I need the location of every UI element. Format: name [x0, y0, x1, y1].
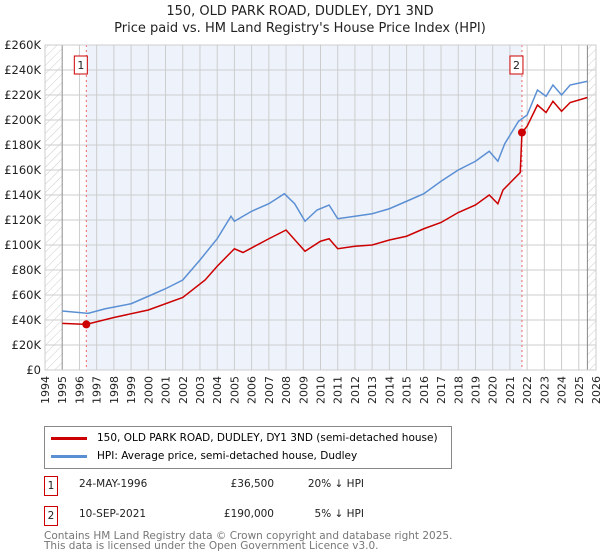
annotation-box — [509, 55, 524, 75]
marker-badge: 2 — [44, 506, 58, 526]
marker-badge: 1 — [44, 476, 58, 496]
y-tick-label: £0 — [26, 363, 41, 377]
sale-point — [517, 128, 526, 137]
x-tick-label: 2011 — [332, 376, 345, 404]
x-tick-label: 2022 — [521, 376, 534, 404]
x-tick-label: 2024 — [556, 376, 569, 404]
legend-label: HPI: Average price, semi-detached house,… — [97, 450, 358, 462]
x-tick-label: 2002 — [177, 376, 190, 404]
x-tick-label: 1995 — [56, 376, 69, 404]
y-tick-label: £220K — [4, 88, 41, 102]
annotation-label: 1 — [77, 59, 84, 72]
legend: 150, OLD PARK ROAD, DUDLEY, DY1 3ND (sem… — [44, 426, 452, 469]
hatched-region — [45, 45, 63, 370]
x-tick-label: 2001 — [160, 376, 173, 404]
annotation-box — [73, 55, 88, 75]
transaction-date: 24-MAY-1996 — [79, 478, 148, 490]
x-tick-label: 1994 — [39, 376, 52, 404]
x-tick-label: 2013 — [366, 376, 379, 404]
x-tick-label: 2004 — [211, 376, 224, 404]
x-tick-label: 2023 — [538, 376, 551, 404]
y-tick-label: £120K — [4, 213, 41, 227]
x-tick-label: 2019 — [469, 376, 482, 404]
x-tick-label: 2010 — [315, 376, 328, 404]
x-tick-label: 2020 — [487, 376, 500, 404]
x-tick-label: 2014 — [383, 376, 396, 404]
chart-title: 150, OLD PARK ROAD, DUDLEY, DY1 3ND — [166, 4, 434, 19]
x-tick-label: 1998 — [108, 376, 121, 404]
y-tick-label: £60K — [12, 288, 42, 302]
y-tick-label: £140K — [4, 188, 41, 202]
legend-item-hpi: HPI: Average price, semi-detached house,… — [51, 450, 357, 462]
transaction-hpi: 20% ↓ HPI — [307, 478, 364, 490]
x-tick-label: 2008 — [280, 376, 293, 404]
legend-item-property: 150, OLD PARK ROAD, DUDLEY, DY1 3ND (sem… — [51, 432, 438, 444]
y-tick-label: £180K — [4, 138, 41, 152]
x-tick-label: 2015 — [401, 376, 414, 404]
x-tick-label: 2000 — [142, 376, 155, 404]
transaction-price: £36,500 — [230, 478, 274, 490]
x-tick-label: 2009 — [297, 376, 310, 404]
series-line — [62, 80, 588, 315]
series-line — [62, 96, 588, 326]
x-tick-label: 1997 — [91, 376, 104, 404]
x-tick-label: 2018 — [452, 376, 465, 404]
y-tick-label: £20K — [12, 338, 42, 352]
x-tick-label: 1999 — [125, 376, 138, 404]
chart-subtitle: Price paid vs. HM Land Registry's House … — [114, 21, 486, 36]
chart-plot: 1994 1995 1996 1997 1998 1999 2000 2001 2002 2003… — [4, 38, 600, 404]
y-tick-label: £260K — [4, 38, 41, 52]
x-tick-label: 2026 — [590, 376, 600, 404]
x-tick-label: 2017 — [435, 376, 448, 404]
footer: Contains HM Land Registry data © Crown c… — [44, 530, 453, 552]
y-tick-label: £200K — [4, 113, 41, 127]
sale-point — [82, 320, 91, 329]
legend-swatch-blue — [51, 454, 87, 458]
footer-line: This data is licensed under the Open Gov… — [44, 540, 379, 552]
transaction-row: 1 24-MAY-1996 £36,500 20% ↓ HPI — [44, 476, 444, 496]
y-tick-label: £160K — [4, 163, 41, 177]
y-tick-label: £80K — [12, 263, 42, 277]
transaction-price: £190,000 — [223, 508, 274, 520]
shaded-period — [86, 45, 522, 370]
legend-label: 150, OLD PARK ROAD, DUDLEY, DY1 3ND (sem… — [97, 432, 438, 444]
y-tick-label: £240K — [4, 63, 41, 77]
x-tick-label: 1996 — [73, 376, 86, 404]
x-tick-label: 2005 — [228, 376, 241, 404]
y-tick-label: £40K — [12, 313, 42, 327]
x-tick-label: 2021 — [504, 376, 517, 404]
footer-line: Contains HM Land Registry data © Crown c… — [44, 530, 453, 542]
x-tick-label: 2006 — [246, 376, 259, 404]
y-tick-label: £100K — [4, 238, 41, 252]
x-tick-label: 2025 — [573, 376, 586, 404]
x-tick-label: 2016 — [418, 376, 431, 404]
transaction-date: 10-SEP-2021 — [79, 508, 147, 520]
transaction-hpi: 5% ↓ HPI — [314, 508, 364, 520]
plot-border — [44, 44, 597, 371]
annotation-label: 2 — [513, 59, 520, 72]
hatched-region — [587, 45, 596, 370]
x-tick-label: 2003 — [194, 376, 207, 404]
x-tick-label: 2012 — [349, 376, 362, 404]
transaction-row: 2 10-SEP-2021 £190,000 5% ↓ HPI — [44, 506, 444, 526]
x-tick-label: 2007 — [263, 376, 276, 404]
legend-swatch-red — [51, 436, 87, 440]
